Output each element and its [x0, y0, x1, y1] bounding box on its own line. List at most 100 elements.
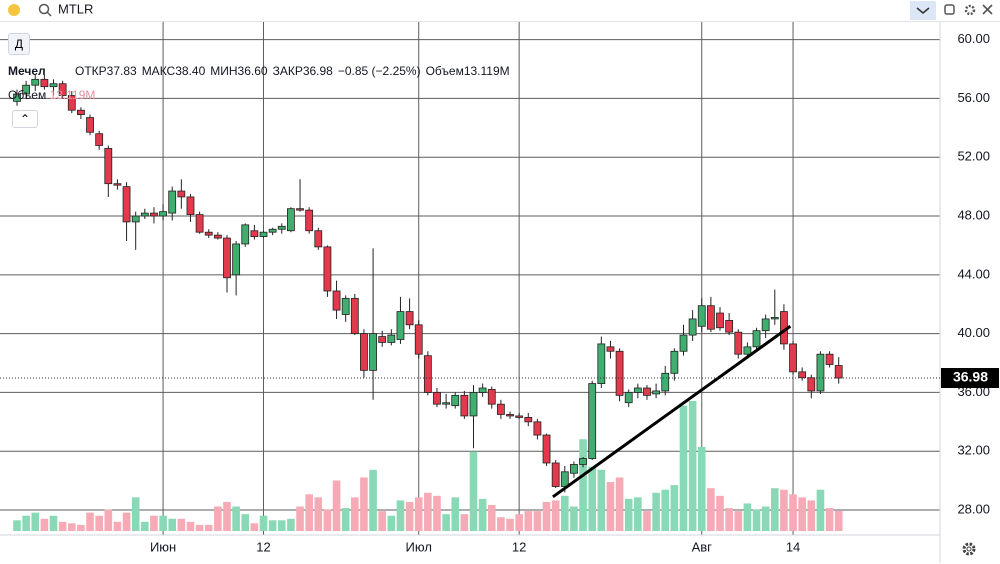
- candle-body: [496, 403, 505, 415]
- x-tick-label: Июн: [150, 539, 176, 554]
- volume-bar: [58, 521, 67, 531]
- volume-bar: [378, 511, 386, 531]
- volume-bar: [561, 495, 569, 531]
- legend-value: 13.119M: [463, 64, 510, 78]
- volume-bar: [506, 518, 514, 531]
- y-tick-label: 60.00: [957, 31, 990, 46]
- volume-bar: [104, 509, 113, 531]
- settings-icon[interactable]: [964, 4, 976, 16]
- x-tick-label: 12: [512, 539, 526, 554]
- top-bar: MTLR: [0, 0, 1000, 22]
- legend-name: Мечел: [8, 64, 46, 78]
- candle-body: [743, 346, 752, 355]
- volume-bar: [780, 489, 788, 531]
- symbol[interactable]: MTLR: [58, 1, 93, 16]
- candle-body: [679, 334, 688, 352]
- candle-body: [232, 243, 241, 276]
- search-icon: [46, 11, 52, 17]
- candle-body: [661, 372, 670, 392]
- candle-body: [113, 183, 122, 186]
- candle-body: [250, 230, 259, 238]
- volume-bar: [95, 515, 103, 531]
- candle-body: [323, 246, 332, 292]
- volume-bar: [634, 497, 642, 531]
- candle-body: [770, 317, 779, 320]
- volume-bar: [433, 495, 441, 531]
- top-icons: MTLR: [8, 1, 993, 20]
- candle-body: [533, 421, 542, 436]
- trendline: [552, 325, 792, 499]
- legend-items: ОТКР37.83 МАКС38.40 МИН36.60 ЗАКР36.98 −0.85…: [75, 64, 515, 78]
- candle-body: [369, 333, 377, 371]
- candle-body: [807, 377, 816, 392]
- candle-body: [241, 224, 250, 245]
- x-tick-label: 14: [786, 539, 800, 554]
- candle-body: [378, 336, 387, 343]
- y-tick-label: 48.00: [957, 207, 990, 222]
- volume-bar: [643, 511, 651, 531]
- x-tick-label: 12: [256, 539, 270, 554]
- volume-bar: [314, 497, 323, 531]
- gear[interactable]: [954, 534, 984, 564]
- candle-body: [442, 402, 451, 405]
- volume-bar: [77, 524, 85, 531]
- volume-bar: [515, 514, 523, 531]
- volume-bar: [351, 497, 359, 531]
- volume-bar: [360, 477, 368, 531]
- dropdown[interactable]: [910, 1, 936, 20]
- window-icon[interactable]: [944, 4, 955, 15]
- candle-body: [286, 208, 295, 232]
- interval-button[interactable]: Д: [8, 33, 30, 55]
- candle-body: [588, 383, 597, 459]
- volume-bar: [387, 515, 396, 531]
- candle-body: [223, 237, 231, 279]
- candle-body: [305, 209, 314, 232]
- candle-body: [31, 78, 40, 86]
- candle-body: [643, 387, 651, 396]
- volume-bar: [487, 505, 496, 531]
- volume-bar: [606, 482, 615, 531]
- volume-bar: [670, 485, 679, 531]
- volume-bar: [734, 511, 743, 531]
- volume-legend: Объем 13.119M: [8, 88, 95, 102]
- candle-body: [615, 350, 624, 396]
- volume-bar: [469, 451, 478, 531]
- volume-bar: [250, 523, 259, 531]
- candle-body: [277, 225, 286, 230]
- volume-bar: [752, 509, 761, 531]
- legend-label: МИН: [210, 64, 238, 78]
- candle-body: [414, 324, 423, 355]
- candle-body: [150, 212, 158, 217]
- candle-body: [688, 318, 697, 336]
- candle-body: [40, 78, 49, 88]
- close-icon[interactable]: [982, 4, 993, 15]
- volume-bar: [177, 518, 186, 531]
- volume-bar: [122, 512, 131, 531]
- volume-bar: [597, 469, 606, 531]
- y-tick-label: 52.00: [957, 149, 990, 164]
- volume-bar: [716, 495, 724, 531]
- candle-body: [259, 231, 268, 238]
- collapse-button[interactable]: ⌃: [12, 110, 38, 128]
- volume-bar: [460, 514, 469, 531]
- volume-bar: [679, 405, 688, 531]
- volume-bar: [131, 497, 140, 531]
- volume-bar: [697, 446, 706, 531]
- y-tick-label: 32.00: [957, 443, 990, 458]
- volume-bar: [652, 492, 660, 531]
- volume-bar: [761, 506, 770, 531]
- volume-bar: [268, 520, 277, 531]
- legend-label: ОТКР: [74, 64, 107, 78]
- volume-bar: [186, 521, 195, 531]
- volume-bar: [49, 515, 58, 531]
- volume-bar: [478, 498, 487, 531]
- search-icon[interactable]: [38, 3, 50, 15]
- volume-bar: [67, 523, 76, 531]
- price-box: [941, 368, 999, 389]
- volume-bar: [369, 469, 377, 531]
- candle-body: [13, 93, 21, 102]
- volume-bar: [113, 521, 122, 531]
- candle-body: [825, 353, 834, 365]
- volume-bar: [341, 508, 350, 531]
- candle-body: [524, 417, 533, 423]
